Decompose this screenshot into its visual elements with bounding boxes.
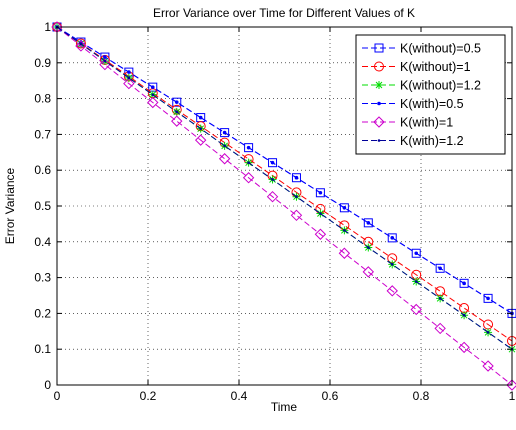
legend-label: K(with)=1.2 (400, 134, 464, 148)
x-tick-label: 0.6 (322, 389, 339, 403)
data-point (247, 161, 250, 164)
data-point (175, 111, 178, 114)
y-tick-label: 0.1 (34, 342, 51, 356)
legend-swatch-marker (377, 102, 381, 106)
data-point (319, 212, 322, 215)
data-point (487, 331, 490, 334)
data-point (223, 131, 227, 135)
data-point (414, 251, 418, 255)
data-point (438, 266, 442, 270)
data-point (127, 70, 131, 74)
data-point (367, 246, 370, 249)
data-point (271, 178, 274, 181)
data-point (319, 191, 323, 195)
data-point (104, 60, 107, 63)
chart-title: Error Variance over Time for Different V… (153, 6, 415, 20)
data-point (271, 161, 275, 165)
data-point (247, 146, 251, 150)
legend: K(without)=0.5 K(without)=1 K(without)=1.2… (356, 35, 505, 154)
data-point (343, 229, 346, 232)
data-point (151, 93, 154, 96)
x-tick-label: 0.8 (413, 389, 430, 403)
y-axis-label: Error Variance (3, 167, 17, 244)
data-point (80, 43, 83, 46)
y-tick-label: 0 (44, 378, 51, 392)
data-point (151, 85, 155, 89)
y-tick-label: 0.2 (34, 306, 51, 320)
data-point (223, 145, 226, 148)
data-point (199, 127, 202, 130)
data-point (103, 55, 107, 59)
data-point (343, 206, 347, 210)
data-point (439, 297, 442, 300)
data-point (486, 297, 490, 301)
data-point (462, 282, 466, 286)
data-point (175, 100, 179, 104)
y-tick-label: 0.6 (34, 163, 51, 177)
legend-label: K(without)=0.5 (400, 42, 481, 56)
legend-label: K(with)=1 (400, 116, 453, 130)
legend-label: K(without)=1 (400, 60, 471, 74)
y-tick-label: 0.3 (34, 271, 51, 285)
data-point (367, 221, 371, 225)
data-point (128, 77, 131, 80)
legend-label: K(without)=1.2 (400, 79, 481, 93)
data-point (463, 314, 466, 317)
x-tick-label: 0.2 (140, 389, 157, 403)
x-tick-label: 0 (54, 389, 61, 403)
y-tick-label: 0.8 (34, 92, 51, 106)
data-point (199, 116, 203, 120)
data-point (390, 236, 394, 240)
y-tick-label: 0.5 (34, 199, 51, 213)
data-point (391, 263, 394, 266)
y-tick-label: 0.7 (34, 127, 51, 141)
data-point (295, 176, 299, 180)
x-tick-label: 1 (509, 389, 516, 403)
y-tick-label: 0.4 (34, 235, 51, 249)
legend-label: K(with)=0.5 (400, 97, 464, 111)
data-point (415, 280, 418, 283)
x-tick-label: 0.4 (231, 389, 248, 403)
legend-swatch-marker (378, 139, 381, 142)
y-tick-label: 0.9 (34, 56, 51, 70)
legend-swatch-marker (375, 81, 383, 89)
data-point (295, 195, 298, 198)
y-tick-label: 1 (44, 20, 51, 34)
x-axis-label: Time (271, 400, 298, 414)
